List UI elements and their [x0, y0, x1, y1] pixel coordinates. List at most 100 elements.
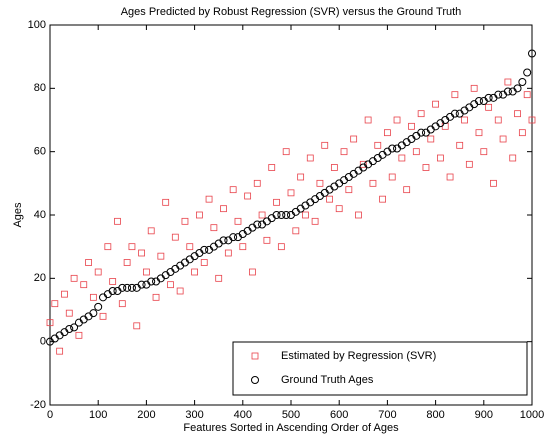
point	[51, 300, 59, 308]
point	[277, 211, 286, 219]
point	[108, 287, 117, 295]
y-tick-label: 60	[34, 146, 46, 158]
point	[118, 300, 126, 308]
point	[176, 287, 184, 295]
point	[393, 116, 401, 124]
point	[480, 148, 488, 156]
point	[403, 186, 411, 194]
point	[277, 243, 285, 251]
point	[147, 277, 156, 286]
point	[258, 211, 266, 219]
y-tick-label: 0	[40, 336, 46, 348]
point	[282, 211, 291, 219]
point	[89, 309, 98, 318]
point	[65, 309, 73, 317]
point	[109, 278, 117, 285]
x-tick-label: 500	[282, 409, 300, 421]
point	[127, 283, 136, 292]
chart-title: Ages Predicted by Robust Regression (SVR…	[121, 6, 462, 18]
point	[350, 135, 358, 143]
point	[65, 325, 74, 333]
point	[484, 93, 493, 102]
point	[70, 323, 79, 332]
x-axis-label: Features Sorted in Ascending Order of Ag…	[183, 422, 399, 434]
legend-marker	[251, 352, 259, 360]
point	[494, 116, 502, 124]
point	[133, 322, 141, 330]
point	[89, 293, 97, 301]
point	[374, 141, 382, 149]
point	[494, 90, 503, 99]
point	[56, 347, 64, 355]
point	[244, 192, 252, 200]
point	[461, 116, 468, 124]
point	[46, 319, 54, 327]
point	[490, 179, 497, 187]
point	[75, 331, 83, 339]
point	[229, 186, 237, 194]
point	[239, 243, 247, 251]
point	[504, 78, 512, 86]
point	[205, 195, 213, 203]
point	[513, 84, 522, 93]
point	[427, 135, 435, 143]
point	[359, 160, 367, 168]
point	[196, 211, 203, 219]
point	[369, 179, 377, 187]
point	[451, 91, 459, 99]
point	[167, 281, 174, 289]
point	[523, 91, 531, 99]
x-tick-label: 200	[137, 409, 155, 421]
point	[220, 205, 227, 213]
point	[142, 268, 150, 276]
point	[422, 164, 430, 171]
point	[104, 243, 112, 251]
point	[450, 109, 459, 118]
point	[470, 84, 478, 92]
y-tick-label: 100	[28, 19, 46, 31]
point	[224, 249, 232, 257]
point	[94, 302, 103, 311]
point	[474, 97, 483, 105]
x-tick-label: 100	[89, 409, 107, 421]
point	[321, 141, 329, 149]
point	[215, 274, 223, 282]
legend-label: Estimated by Regression (SVR)	[281, 350, 436, 362]
point	[297, 173, 305, 181]
point	[499, 135, 507, 143]
point	[465, 160, 473, 168]
x-tick-label: 400	[234, 409, 252, 421]
x-tick-label: 900	[475, 409, 493, 421]
point	[388, 144, 397, 153]
point	[330, 164, 338, 171]
point	[210, 224, 218, 232]
point	[417, 110, 425, 118]
point	[123, 259, 131, 266]
y-tick-label: 20	[34, 272, 46, 284]
point	[70, 274, 78, 282]
legend-marker	[251, 376, 259, 384]
point	[340, 148, 348, 156]
point	[128, 243, 136, 251]
point	[234, 217, 242, 225]
y-axis-label: Ages	[12, 202, 24, 228]
point	[137, 280, 146, 289]
point	[147, 227, 155, 235]
point	[200, 245, 209, 254]
x-tick-label: 300	[185, 409, 203, 421]
point	[157, 252, 165, 260]
point	[326, 195, 333, 203]
point	[509, 154, 517, 162]
point	[287, 189, 295, 197]
point	[417, 128, 426, 137]
point	[518, 78, 527, 86]
point	[335, 205, 343, 213]
point	[379, 195, 386, 203]
point	[152, 293, 160, 301]
point	[80, 281, 88, 289]
point	[253, 220, 262, 229]
point	[268, 164, 276, 171]
point	[388, 173, 396, 181]
point	[123, 283, 132, 292]
